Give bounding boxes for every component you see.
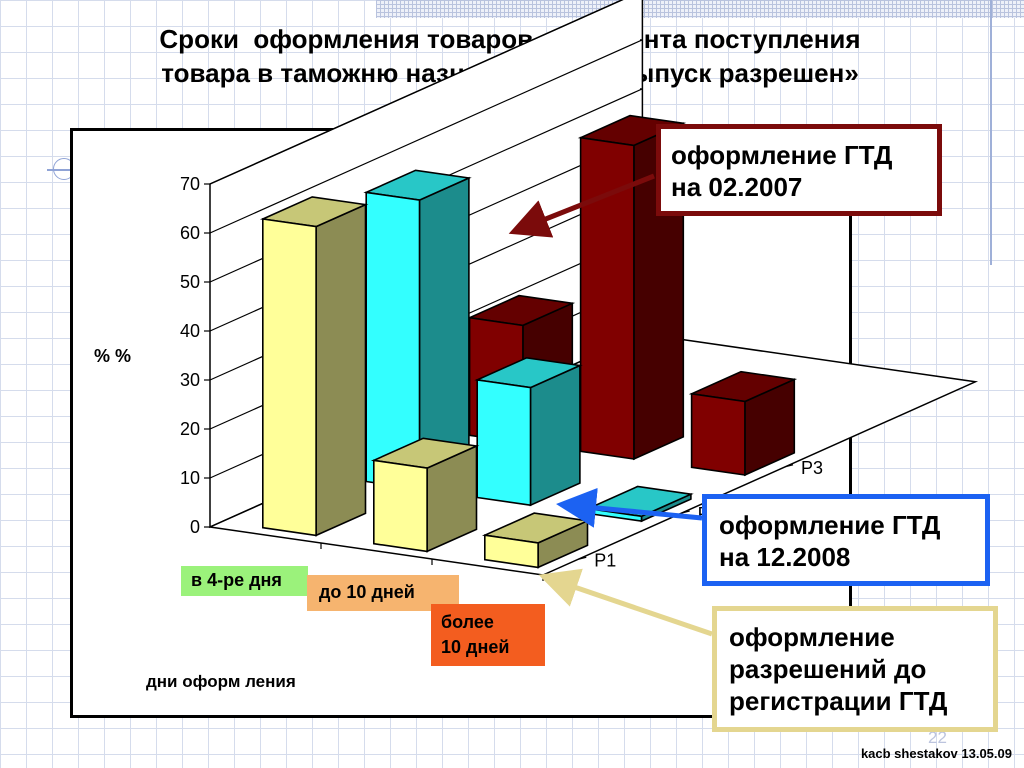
callout-p2-line: оформление ГТД: [719, 510, 941, 540]
bar-Р3-3: [688, 370, 798, 477]
category-label-4-days: в 4-ре дня: [181, 566, 308, 596]
bar-front: [483, 534, 539, 569]
callout-p2-arrow: [556, 487, 703, 528]
callout-p3: оформление ГТД на 02.2007: [656, 124, 942, 216]
callout-p1-arrow: [538, 568, 713, 637]
callout-p1-line: регистрации ГТД: [729, 686, 948, 716]
bar-front: [476, 378, 532, 507]
depth-tick-mark: [681, 510, 690, 514]
y-axis-label: % %: [94, 346, 131, 366]
bar-side: [315, 203, 367, 537]
callout-p2: оформление ГТД на 12.2008: [702, 494, 990, 586]
bar-Р1-1: [259, 196, 369, 537]
x-axis-label: дни оформ ления: [146, 672, 296, 691]
category-label-line: 10 дней: [441, 637, 510, 657]
bar-front: [261, 218, 317, 537]
depth-tick-mark: [784, 464, 794, 468]
series-label: Р3: [801, 458, 823, 478]
decoration-line: [47, 169, 77, 171]
y-tick-label: 50: [180, 272, 200, 292]
y-tick-label: 20: [180, 419, 200, 439]
category-label-more-10-days: более 10 дней: [431, 604, 545, 666]
header-decoration-strip: [376, 0, 1024, 18]
y-tick-label: 60: [180, 223, 200, 243]
y-tick-label: 0: [190, 517, 200, 537]
gridline: [209, 0, 624, 185]
bar-front: [690, 392, 746, 476]
category-label-10-days: до 10 дней: [307, 575, 459, 611]
series-label: Р1: [594, 550, 616, 570]
bar-Р2-2: [474, 356, 583, 507]
callout-p1-line: оформление: [729, 622, 895, 652]
depth-tick-mark: [578, 556, 587, 560]
footer-credit: kacb shestakov 13.05.09: [860, 746, 1012, 761]
bar-side: [529, 364, 581, 507]
y-tick-label: 40: [180, 321, 200, 341]
bar-Р1-2: [370, 437, 480, 553]
bar-front: [372, 459, 428, 553]
y-tick-label: 10: [180, 468, 200, 488]
bar-Р2-1: [363, 169, 472, 491]
page-number: 22: [928, 728, 947, 747]
gridline: [209, 39, 643, 234]
callout-p1-line: разрешений до: [729, 654, 927, 684]
callout-p3-line: оформление ГТД: [671, 140, 893, 170]
bar-front: [579, 136, 635, 460]
callout-p1: оформление разрешений до регистрации ГТД: [712, 606, 998, 732]
callout-p3-arrow: [508, 173, 655, 238]
y-tick-label: 30: [180, 370, 200, 390]
callout-p3-line: на 02.2007: [671, 172, 803, 202]
decoration-line: [990, 0, 992, 265]
y-tick-label: 70: [180, 174, 200, 194]
category-label-line: более: [441, 612, 494, 632]
bar-Р3-2: [577, 114, 687, 461]
callout-p2-line: на 12.2008: [719, 542, 851, 572]
